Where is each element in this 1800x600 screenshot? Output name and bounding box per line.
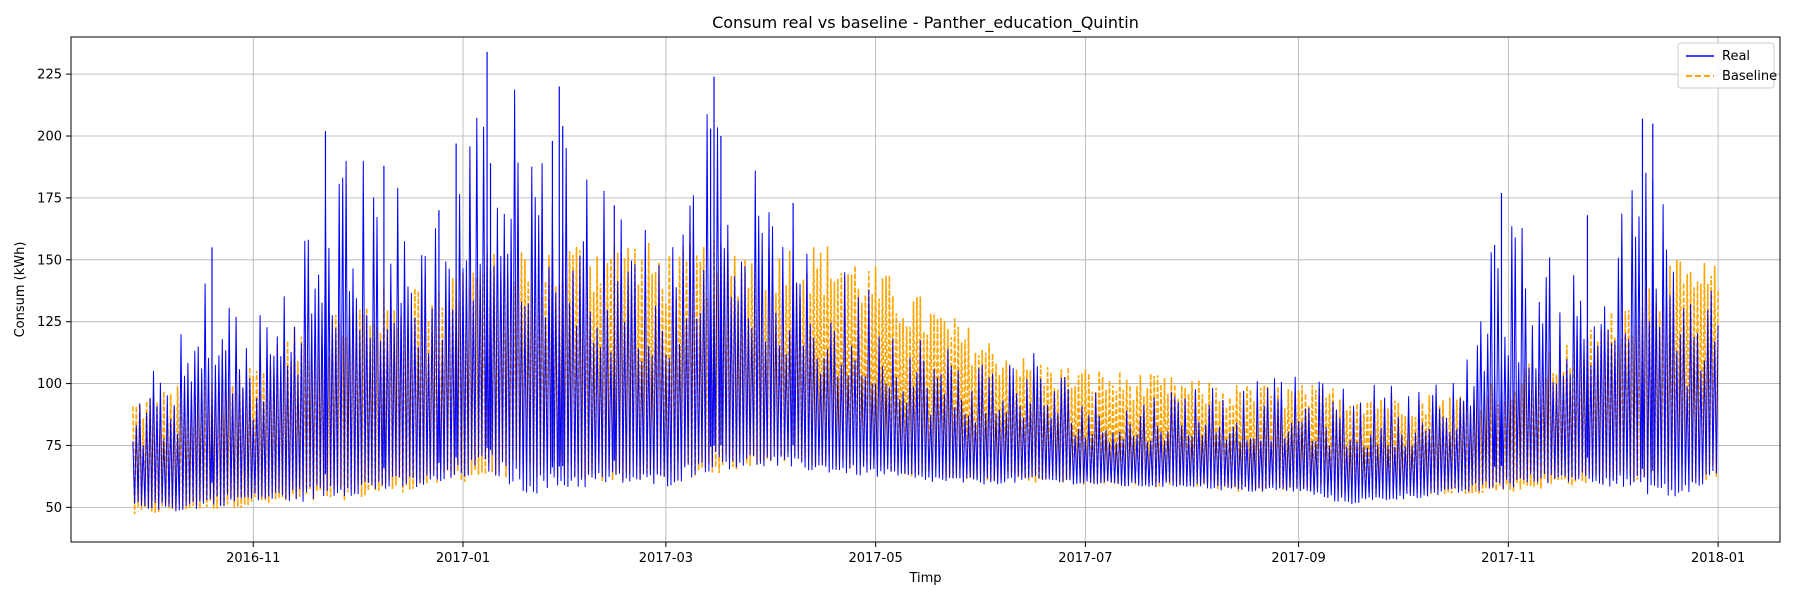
x-axis: 2016-11 2017-01 2017-03 2017-05 2017-07 2017-…	[226, 542, 1745, 566]
x-tick-label: 2017-01	[436, 551, 490, 566]
x-tick-label: 2016-11	[226, 551, 280, 566]
plot-frame	[70, 36, 1781, 543]
x-tick-label: 2017-09	[1271, 551, 1325, 566]
x-axis-label: Timp	[908, 571, 941, 586]
y-tick-label: 225	[37, 68, 62, 83]
y-tick-label: 50	[45, 501, 62, 516]
chart-title: Consum real vs baseline - Panther_educat…	[712, 13, 1139, 33]
y-tick-label: 100	[37, 377, 62, 392]
x-tick-label: 2017-03	[639, 551, 693, 566]
legend-baseline-label: Baseline	[1722, 69, 1777, 84]
y-tick-label: 150	[37, 253, 62, 268]
legend-box	[1677, 42, 1775, 89]
y-tick-label: 125	[37, 315, 62, 330]
y-tick-label: 75	[45, 439, 62, 454]
x-tick-label: 2017-11	[1481, 551, 1535, 566]
legend: Real Baseline	[1677, 42, 1777, 89]
x-tick-label: 2017-05	[848, 551, 902, 566]
y-axis-label: Consum (kWh)	[13, 242, 28, 338]
y-axis: 50 75 100 125 150 175 200 225	[37, 68, 71, 516]
legend-real-label: Real	[1722, 49, 1750, 64]
y-tick-label: 175	[37, 191, 62, 206]
x-tick-label: 2017-07	[1058, 551, 1112, 566]
y-tick-label: 200	[37, 130, 62, 145]
real-line	[132, 89, 1719, 512]
x-tick-label: 2018-01	[1691, 551, 1745, 566]
series-real	[132, 51, 1719, 512]
